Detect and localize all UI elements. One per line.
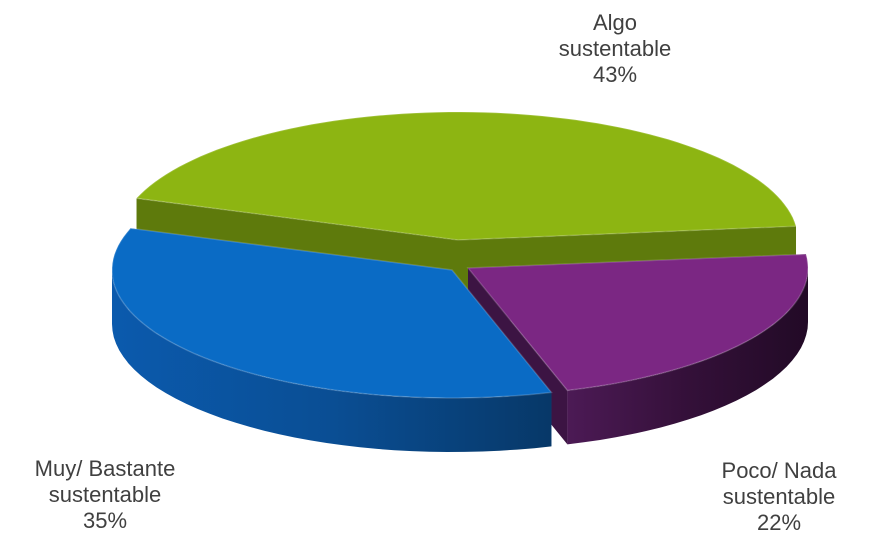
slice-rim-highlight bbox=[134, 111, 798, 241]
slice-rim-highlight bbox=[111, 227, 553, 399]
slice-label-algo-sustentable: Algo sustentable 43% bbox=[505, 10, 725, 88]
slice-label-line: Muy/ Bastante bbox=[34, 456, 176, 481]
slice-label-line: sustentable bbox=[722, 484, 836, 509]
slice-value-label: 43% bbox=[592, 62, 638, 87]
slice-poco-nada-sustentable bbox=[468, 254, 808, 391]
slice-label-muy-bastante-sustentable: Muy/ Bastante sustentable 35% bbox=[0, 456, 210, 534]
pie-tops bbox=[111, 111, 809, 399]
slice-label-line: sustentable bbox=[558, 36, 672, 61]
slice-rim-highlight bbox=[466, 253, 809, 392]
slice-label-line: sustentable bbox=[48, 482, 162, 507]
slice-value-label: 35% bbox=[82, 508, 128, 533]
slice-label-line: Algo bbox=[592, 10, 638, 35]
slice-side-poco-nada-sustentable bbox=[567, 268, 808, 445]
slice-muy-bastante-sustentable bbox=[112, 228, 552, 398]
slice-value-label: 22% bbox=[756, 510, 802, 535]
slice-label-poco-nada-sustentable: Poco/ Nada sustentable 22% bbox=[690, 458, 868, 536]
slice-algo-sustentable bbox=[136, 112, 796, 240]
slice-label-line: Poco/ Nada bbox=[721, 458, 837, 483]
slice-side-muy-bastante-sustentable bbox=[112, 270, 552, 452]
